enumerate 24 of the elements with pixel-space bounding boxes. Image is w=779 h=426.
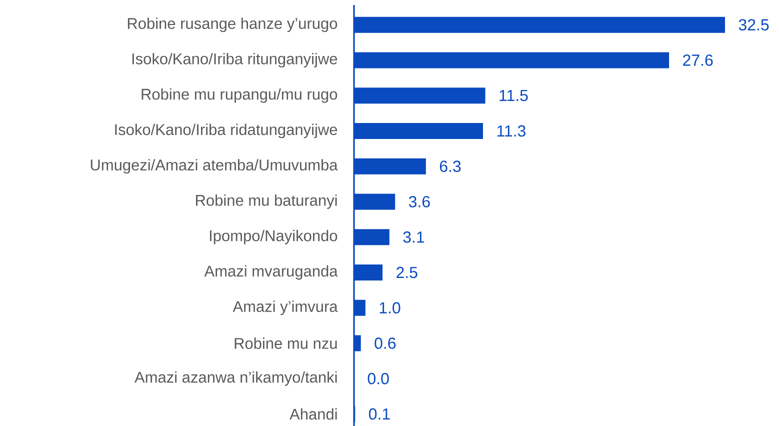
- data-label: 3.6: [408, 196, 430, 208]
- y-tick-label: Robine mu baturanyi: [196, 194, 337, 209]
- data-label: 2.5: [396, 266, 418, 278]
- y-tick-label: Umugezi/Amazi atemba/Umuvumba: [90, 159, 338, 174]
- y-tick-label: Isoko/Kano/Iriba ritunganyijwe: [132, 52, 338, 68]
- y-tick-label: Amazi mvaruganda: [204, 265, 338, 280]
- data-label: 27.6: [683, 54, 713, 66]
- data-label: 11.5: [500, 90, 528, 102]
- data-label: 0.0: [368, 372, 389, 384]
- y-tick-label: Amazi azanwa n’ikamyo/tanki: [134, 371, 337, 386]
- data-label: 0.1: [368, 408, 390, 420]
- y-tick-label: Ipompo/Nayikondo: [210, 230, 338, 244]
- y-tick-label: Robine rusange hanze y’urugo: [128, 18, 338, 32]
- y-tick-label: Isoko/Kano/Iriba ridatunganyijwe: [115, 124, 338, 138]
- data-label: 1.0: [380, 302, 400, 314]
- data-label: 0.6: [374, 338, 396, 349]
- data-label: 6.3: [440, 160, 461, 172]
- y-tick-label: Ahandi: [290, 408, 337, 420]
- data-label: 11.3: [497, 125, 526, 137]
- data-label: 3.1: [403, 231, 424, 243]
- y-tick-label: Amazi y’imvura: [232, 300, 338, 316]
- y-tick-label: Robine mu rupangu/mu rugo: [142, 88, 338, 103]
- data-label: 32.5: [738, 19, 769, 30]
- y-tick-label: Robine mu nzu: [234, 338, 337, 349]
